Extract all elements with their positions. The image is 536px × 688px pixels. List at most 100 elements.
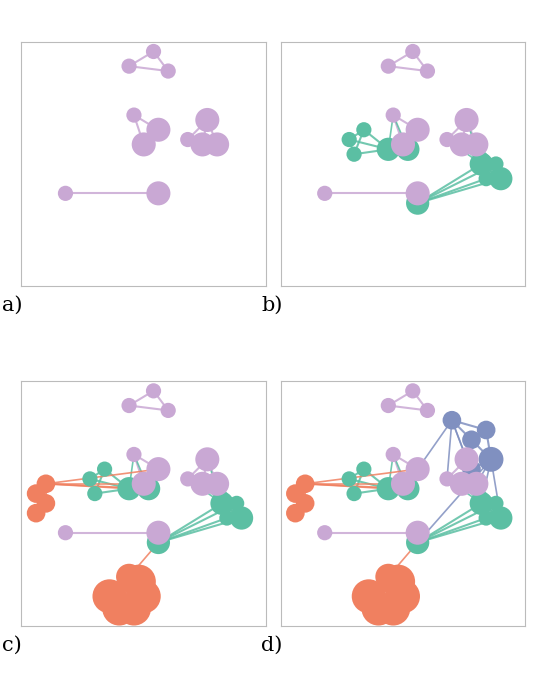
Point [125,483,133,494]
Point [164,65,173,76]
Point [413,197,422,208]
Point [496,173,505,184]
Point [467,464,476,475]
Point [301,498,309,509]
Point [443,473,451,484]
Point [408,385,417,396]
Point [213,478,221,489]
Point [404,144,412,155]
Point [125,61,133,72]
Point [477,158,486,169]
Point [198,478,207,489]
Point [345,473,353,484]
Point [149,46,158,57]
Point [183,134,192,145]
Point [384,400,392,411]
Point [301,478,309,489]
Point [154,464,163,475]
Point [482,424,490,436]
Point [394,576,403,587]
Point [125,400,133,411]
Point [413,125,422,136]
Point [467,434,476,445]
Point [198,139,207,150]
Point [477,498,486,509]
Point [237,513,246,524]
Point [423,65,431,76]
Point [384,144,392,155]
Point [404,483,412,494]
Point [413,464,422,475]
Point [492,158,500,169]
Point [374,603,383,614]
Point [487,454,495,465]
Point [105,591,114,602]
Point [462,454,471,465]
Point [130,603,138,614]
Point [482,513,490,524]
Point [86,473,94,484]
Point [360,125,368,136]
Point [472,478,481,489]
Point [389,603,398,614]
Text: d): d) [261,636,282,654]
Point [130,449,138,460]
Point [496,513,505,524]
Point [203,114,212,125]
Point [443,134,451,145]
Point [183,473,192,484]
Point [61,527,70,538]
Point [218,498,226,509]
Point [482,173,490,184]
Point [462,114,471,125]
Point [423,405,431,416]
Point [413,527,422,538]
Point [291,508,300,519]
Point [345,134,353,145]
Point [399,478,407,489]
Point [61,188,70,199]
Point [384,61,392,72]
Point [384,571,392,582]
Point [100,464,109,475]
Point [139,591,148,602]
Point [360,464,368,475]
Point [203,454,212,465]
Point [135,576,143,587]
Point [413,537,422,548]
Point [233,498,241,509]
Point [125,571,133,582]
Text: c): c) [2,636,21,654]
Point [115,603,124,614]
Point [350,488,359,499]
Point [154,527,163,538]
Point [389,449,398,460]
Point [32,508,40,519]
Point [364,591,373,602]
Point [413,188,422,199]
Point [149,385,158,396]
Text: b): b) [261,296,282,315]
Point [350,149,359,160]
Point [399,139,407,150]
Point [91,488,99,499]
Point [389,109,398,120]
Point [130,109,138,120]
Point [321,527,329,538]
Point [408,46,417,57]
Point [472,139,481,150]
Point [154,188,163,199]
Point [42,498,50,509]
Point [139,139,148,150]
Point [291,488,300,499]
Text: a): a) [2,296,23,315]
Point [154,537,163,548]
Point [492,498,500,509]
Point [139,478,148,489]
Point [384,483,392,494]
Point [144,483,153,494]
Point [399,591,407,602]
Point [457,139,466,150]
Point [222,513,231,524]
Point [448,415,456,426]
